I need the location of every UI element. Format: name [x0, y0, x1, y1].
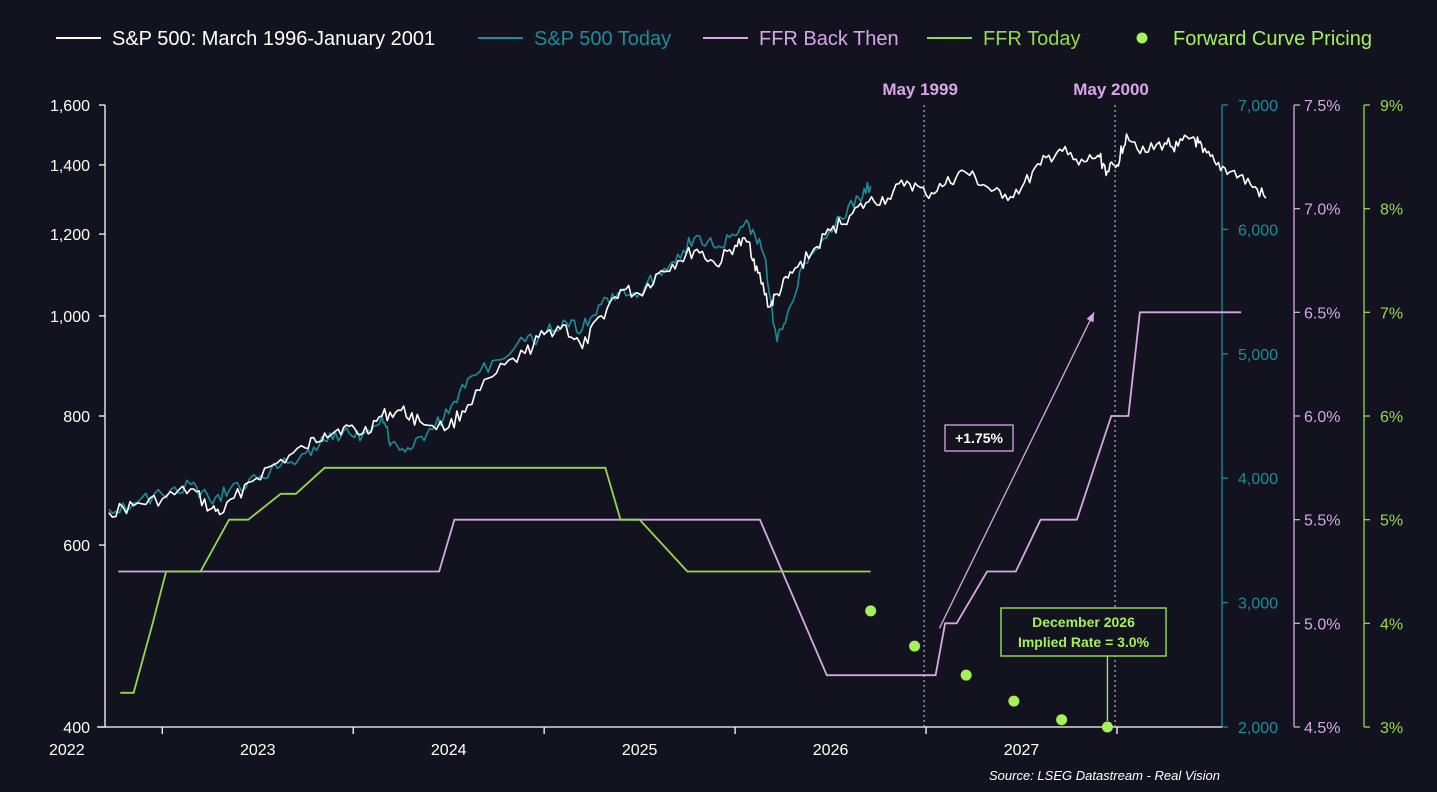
vline-label: May 2000	[1073, 80, 1149, 99]
axis-tick-label: 2,000	[1238, 720, 1278, 737]
forward-curve-dot	[1008, 695, 1020, 707]
callout-text: Implied Rate = 3.0%	[1018, 634, 1150, 650]
annotations: May 1999 May 2000 +1.75% December 2026 Impli…	[882, 80, 1167, 727]
legend-item-label: FFR Today	[983, 28, 1080, 50]
right-axis-ffr-then: 4.5% 5.0% 5.5% 6.0% 6.5% 7.0% 7.5%	[1293, 98, 1340, 737]
axis-tick-label: 400	[63, 720, 90, 737]
forward-curve-dot	[960, 669, 972, 681]
axis-tick-label: 1,000	[50, 309, 90, 326]
forward-curve-dot	[1101, 721, 1113, 733]
source-note: Source: LSEG Datastream - Real Vision	[989, 768, 1220, 783]
axis-tick-label: 1,600	[50, 98, 90, 115]
increase-label: +1.75%	[955, 430, 1003, 446]
vline-label: May 1999	[882, 80, 958, 99]
callout-box	[1000, 607, 1167, 657]
arrow-line	[938, 312, 1095, 629]
series-group	[108, 133, 1267, 733]
legend-item-label: S&P 500: March 1996-January 2001	[112, 28, 435, 50]
left-axis: 400 600 800 1,000 1,200 1,400 1,600	[50, 98, 106, 737]
axis-tick-label: 5.5%	[1304, 513, 1340, 530]
ffr-then-line	[118, 311, 1242, 677]
x-tick-label: 2022	[49, 742, 85, 759]
arrow-head	[1086, 312, 1095, 323]
callout-text: December 2026	[1032, 614, 1135, 630]
axis-tick-label: 4.5%	[1304, 720, 1340, 737]
forward-curve-dot	[909, 640, 921, 652]
legend-marker-dot	[1136, 32, 1148, 44]
axis-tick-label: 7,000	[1238, 98, 1278, 115]
axis-tick-label: 6,000	[1238, 222, 1278, 239]
axis-tick-label: 7%	[1380, 305, 1403, 322]
axis-tick-label: 6.5%	[1304, 305, 1340, 322]
legend: S&P 500: March 1996-January 2001 S&P 500 …	[56, 28, 1372, 50]
axis-tick-label: 3,000	[1238, 596, 1278, 613]
ffr-today-line	[120, 466, 871, 694]
axis-tick-label: 4,000	[1238, 471, 1278, 488]
forward-curve-dot	[1056, 714, 1068, 726]
axis-tick-label: 5,000	[1238, 347, 1278, 364]
legend-item-label: S&P 500 Today	[534, 28, 671, 50]
increase-label-box	[944, 424, 1014, 452]
axis-tick-label: 1,200	[50, 227, 90, 244]
sp500-today-line	[108, 181, 872, 514]
axis-tick-label: 5%	[1380, 513, 1403, 530]
forward-curve-dot	[865, 605, 877, 617]
axis-tick-label: 600	[63, 538, 90, 555]
axis-tick-label: 3%	[1380, 720, 1403, 737]
axis-tick-label: 800	[63, 409, 90, 426]
axis-tick-label: 7.5%	[1304, 98, 1340, 115]
right-axis-ffr-today: 3% 4% 5% 6% 7% 8% 9%	[1363, 98, 1403, 737]
axis-tick-label: 9%	[1380, 98, 1403, 115]
x-axis: 2022 2023 2024 2025 2026 2027	[49, 726, 1222, 759]
axis-tick-label: 6%	[1380, 409, 1403, 426]
axis-tick-label: 7.0%	[1304, 202, 1340, 219]
right-axis-sp-today: 2,000 3,000 4,000 5,000 6,000 7,000	[1221, 98, 1278, 737]
x-tick-label: 2023	[240, 742, 276, 759]
axis-tick-label: 4%	[1380, 616, 1403, 633]
axis-tick-label: 1,400	[50, 158, 90, 175]
x-tick-label: 2025	[622, 742, 658, 759]
sp500-then-line	[108, 133, 1267, 518]
x-tick-label: 2024	[431, 742, 467, 759]
legend-item-label: Forward Curve Pricing	[1173, 28, 1372, 50]
axis-tick-label: 5.0%	[1304, 616, 1340, 633]
axis-tick-label: 8%	[1380, 202, 1403, 219]
x-tick-label: 2026	[813, 742, 849, 759]
x-tick-label: 2027	[1004, 742, 1040, 759]
legend-item-label: FFR Back Then	[759, 28, 899, 50]
axis-tick-label: 6.0%	[1304, 409, 1340, 426]
